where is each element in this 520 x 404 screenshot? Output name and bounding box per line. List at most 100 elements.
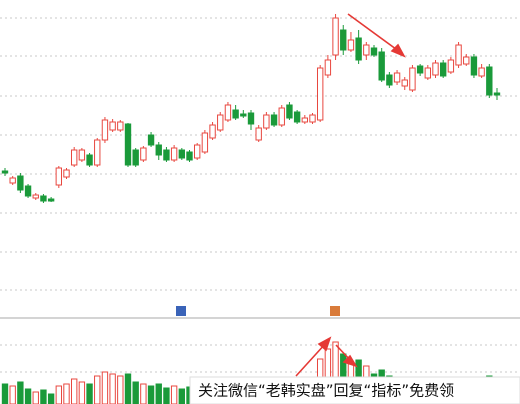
volume-bar: [32, 391, 39, 404]
candle-body: [416, 65, 424, 74]
volume-bar: [109, 373, 116, 404]
candle-body: [432, 62, 439, 76]
candle-body: [101, 119, 109, 141]
candle-body: [347, 39, 355, 51]
volume-bar: [24, 388, 32, 404]
event-icon[interactable]: [330, 306, 340, 316]
candle-body: [178, 149, 186, 159]
candle-body: [324, 59, 332, 76]
candle-body: [301, 117, 309, 123]
candle-body: [255, 127, 262, 141]
candle-body: [278, 107, 285, 126]
volume-bar: [40, 389, 47, 404]
candle-body: [32, 194, 39, 199]
candle-body: [63, 169, 70, 178]
candle-body: [247, 112, 255, 125]
candle-body: [409, 67, 416, 91]
candle-body: [217, 114, 224, 131]
candle-body: [286, 104, 293, 119]
candle-body: [140, 147, 147, 161]
candle-body: [447, 59, 455, 73]
event-icon[interactable]: [176, 306, 186, 316]
candle-body: [147, 134, 155, 146]
candle-body: [1, 170, 9, 174]
candle-body: [493, 92, 501, 96]
candle-body: [9, 177, 16, 184]
volume-bar: [117, 375, 124, 404]
candle-body: [478, 67, 485, 77]
volume-bar: [147, 385, 155, 404]
arrow: [295, 342, 327, 377]
volume-bar: [70, 378, 78, 404]
candle-body: [393, 72, 401, 83]
candle-body: [401, 79, 408, 87]
candle-body: [232, 109, 239, 119]
volume-bar: [17, 381, 24, 404]
annotation-arrows: [295, 13, 406, 377]
candle-body: [132, 149, 139, 166]
candle-body: [17, 175, 24, 191]
volume-bar: [155, 383, 162, 404]
candle-body: [47, 198, 55, 202]
volume-bar: [332, 341, 339, 404]
volume-bar: [55, 385, 63, 404]
volume-bar: [78, 381, 86, 404]
candle-body: [170, 147, 178, 161]
candle-body: [193, 144, 201, 159]
candle-body: [86, 154, 93, 166]
volume-bar: [86, 383, 93, 404]
arrow-head: [342, 354, 358, 368]
banner: [189, 376, 520, 404]
candle-body: [370, 47, 378, 56]
arrow-head: [390, 43, 406, 58]
candle-body: [463, 56, 470, 65]
candle-body: [40, 195, 47, 202]
candle-body: [263, 114, 270, 129]
volume-bar: [140, 383, 147, 404]
candle-body: [70, 149, 78, 166]
candle-body: [201, 132, 209, 153]
candle-body: [386, 74, 393, 86]
volume-bar: [163, 387, 170, 404]
candle-body: [316, 67, 324, 121]
candle-body: [470, 56, 478, 76]
candle-body: [224, 104, 232, 121]
volume-bar: [124, 373, 132, 404]
candle-body: [355, 37, 362, 61]
candle-body: [109, 121, 116, 131]
candle-body: [293, 111, 301, 123]
candle-body: [155, 144, 162, 156]
volume-bar: [1, 383, 9, 404]
arrow-head: [317, 336, 332, 352]
candle-body: [186, 151, 193, 161]
volume-bar: [9, 385, 16, 404]
candle-body: [439, 62, 447, 77]
candle-body: [455, 44, 462, 66]
candle-body: [309, 114, 316, 123]
volume-bar: [94, 375, 101, 404]
volume-bar: [63, 383, 70, 404]
volume-bar: [132, 381, 139, 404]
candle-body: [117, 121, 124, 131]
candle-body: [270, 114, 278, 126]
banner-text: 关注微信“老韩实盘”回复“指标”免费领: [198, 382, 454, 400]
candle-body: [240, 113, 247, 117]
candle-body: [424, 67, 432, 79]
candle-body: [24, 185, 32, 197]
candle-body: [124, 123, 132, 166]
volume-bar: [178, 388, 186, 404]
candle-body: [378, 51, 385, 81]
volume-bar: [101, 371, 109, 404]
candle-body: [78, 149, 86, 161]
candle-body: [94, 139, 101, 166]
volume-bar: [47, 393, 55, 404]
candle-body: [332, 17, 339, 56]
candle-body: [209, 124, 216, 139]
volume-bar: [170, 385, 178, 404]
candle-body: [340, 29, 347, 51]
candle-body: [55, 167, 63, 186]
candle-body: [486, 66, 493, 96]
arrow: [347, 13, 401, 53]
